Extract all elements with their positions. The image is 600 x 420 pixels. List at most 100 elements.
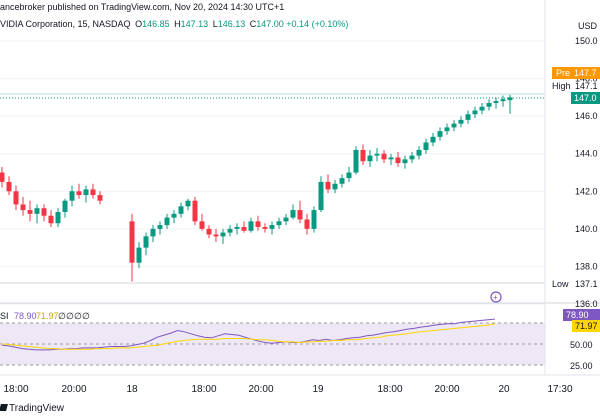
candle bbox=[0, 166, 5, 188]
candle-body bbox=[332, 183, 338, 190]
time-tick-label: 18:00 bbox=[191, 384, 216, 395]
candle-body bbox=[34, 208, 40, 214]
candle bbox=[325, 174, 331, 194]
candle bbox=[416, 146, 422, 160]
rsi-placeholder-3: ∅ bbox=[74, 311, 82, 321]
candle-body bbox=[255, 221, 261, 227]
pre-tag-label-bg bbox=[552, 67, 571, 79]
last-price-tag-bg bbox=[571, 92, 600, 104]
rsi-level-25: 25.00 bbox=[570, 361, 593, 371]
ohlc-low-value: 146.13 bbox=[217, 19, 246, 29]
candle-body bbox=[241, 226, 247, 231]
candle-body bbox=[458, 119, 464, 124]
price-tick-label: 136.0 bbox=[575, 299, 598, 309]
rsi-value-2: 71.97 bbox=[36, 311, 59, 321]
candle bbox=[458, 116, 464, 128]
rsi-tag-1: 78.90 bbox=[566, 310, 589, 320]
candle bbox=[90, 183, 96, 199]
candle-body bbox=[62, 200, 68, 212]
candle bbox=[41, 204, 47, 222]
price-change: +0.14 (+0.10%) bbox=[286, 19, 349, 29]
candle-body bbox=[136, 247, 142, 263]
candle bbox=[381, 149, 387, 164]
candle-body bbox=[13, 191, 19, 205]
rsi-label: SI bbox=[0, 311, 9, 321]
candle bbox=[472, 106, 478, 119]
candle bbox=[62, 198, 68, 218]
candle-body bbox=[472, 110, 478, 115]
candle-body bbox=[234, 226, 240, 229]
candle bbox=[157, 221, 163, 235]
ohlc-high-label: H bbox=[174, 19, 181, 29]
price-tick-label: 142.0 bbox=[575, 186, 598, 196]
candle bbox=[6, 176, 12, 196]
candle-body bbox=[318, 181, 324, 211]
candle-body bbox=[451, 123, 457, 128]
candle bbox=[83, 185, 89, 203]
candle bbox=[234, 223, 240, 235]
candle bbox=[430, 133, 436, 147]
chart-grid bbox=[0, 40, 545, 305]
candle-body bbox=[178, 206, 184, 214]
candle-body bbox=[430, 136, 436, 143]
candle-body bbox=[220, 232, 226, 237]
candle-body bbox=[83, 189, 89, 196]
candle-body bbox=[367, 155, 373, 162]
plus-icon: + bbox=[493, 293, 498, 302]
price-tick-label: 144.0 bbox=[575, 149, 598, 159]
candle-body bbox=[262, 226, 268, 229]
candle bbox=[318, 176, 324, 212]
candle bbox=[311, 206, 317, 233]
candle-body bbox=[374, 153, 380, 156]
time-ticks: 18:00 20:00 18 18:00 20:00 19 18:00 20:00 20 17:3… bbox=[3, 384, 572, 395]
candle bbox=[395, 151, 401, 167]
tradingview-logo: TradingView bbox=[0, 403, 64, 414]
candle bbox=[76, 183, 82, 199]
candle-body bbox=[395, 157, 401, 164]
candle bbox=[297, 200, 303, 224]
candle bbox=[493, 97, 499, 109]
candle bbox=[199, 213, 205, 231]
tradingview-brand: TradingView bbox=[9, 403, 65, 414]
candle bbox=[150, 225, 156, 243]
candle-body bbox=[76, 191, 82, 196]
candle-body bbox=[297, 210, 303, 220]
pre-tag-value-bg bbox=[571, 67, 600, 79]
candle bbox=[20, 196, 26, 216]
candle bbox=[129, 213, 135, 282]
time-tick-label: 20:00 bbox=[248, 384, 273, 395]
time-tick-label: 20:00 bbox=[61, 384, 86, 395]
candle bbox=[185, 198, 191, 211]
candle bbox=[178, 202, 184, 218]
candle bbox=[192, 196, 198, 226]
candle-body bbox=[479, 106, 485, 111]
candle bbox=[143, 232, 149, 256]
candle-body bbox=[283, 217, 289, 222]
rsi-value-1: 78.90 bbox=[14, 311, 37, 321]
high-tag-label: High bbox=[552, 81, 571, 91]
candle-body bbox=[206, 228, 212, 235]
candle-body bbox=[150, 228, 156, 237]
candle bbox=[402, 155, 408, 169]
candle bbox=[360, 144, 366, 165]
ohlc-close-label: C bbox=[249, 19, 257, 29]
rsi-line bbox=[1, 318, 496, 351]
candle-body bbox=[185, 200, 191, 207]
candle-body bbox=[507, 97, 513, 101]
candle-body bbox=[157, 225, 163, 229]
candle bbox=[27, 200, 33, 222]
candle-body bbox=[97, 195, 103, 201]
candle-body bbox=[486, 102, 492, 107]
candle bbox=[269, 221, 275, 235]
currency-label: USD bbox=[578, 21, 598, 31]
candle-body bbox=[269, 225, 275, 229]
add-indicator-button[interactable] bbox=[490, 291, 502, 303]
last-price-tag: 147.0 bbox=[574, 93, 597, 103]
low-tag-value: 137.1 bbox=[575, 279, 598, 289]
candle-body bbox=[325, 181, 331, 190]
candle bbox=[339, 174, 345, 188]
candle bbox=[262, 223, 268, 233]
candle bbox=[136, 242, 142, 269]
candle bbox=[444, 123, 450, 135]
